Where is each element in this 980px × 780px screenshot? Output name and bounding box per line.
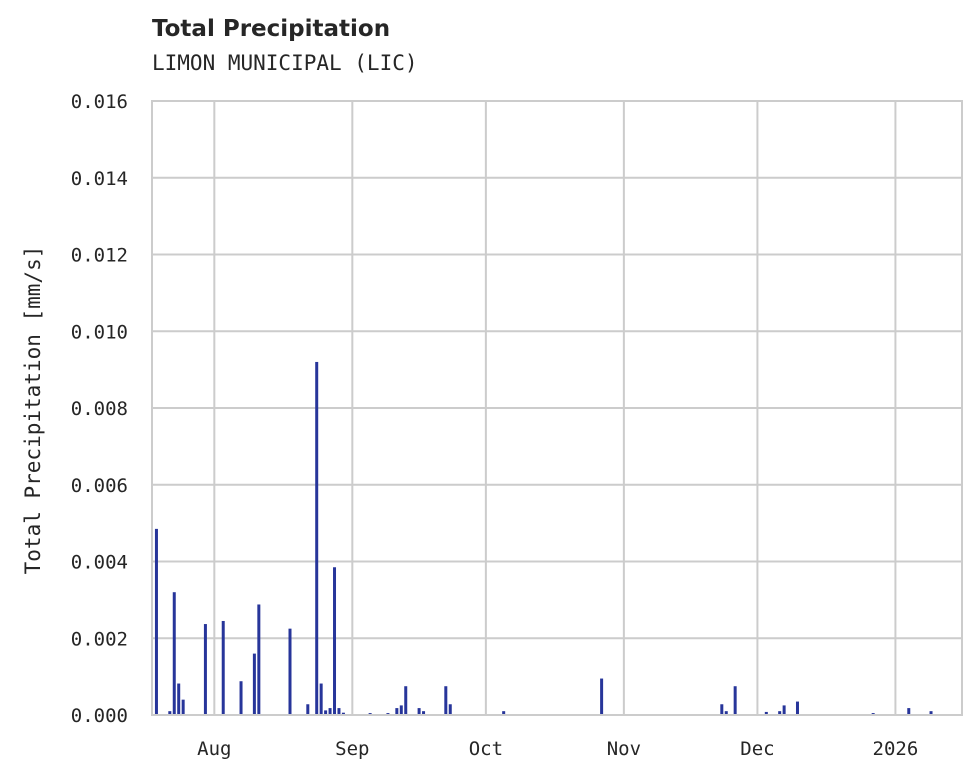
y-tick-label: 0.008 <box>71 398 128 420</box>
precip-bar <box>341 712 345 715</box>
x-tick-label: Aug <box>197 738 231 760</box>
plot-frame <box>151 100 963 716</box>
y-axis-label: Total Precipitation [mm/s] <box>21 246 45 575</box>
y-tick-label: 0.012 <box>71 245 128 267</box>
precip-bar <box>319 683 323 715</box>
precip-bar <box>502 711 506 715</box>
x-tick-label: Nov <box>607 738 641 760</box>
precip-bar <box>444 686 448 715</box>
precip-bar <box>172 592 176 715</box>
x-tick-label: 2026 <box>873 738 919 760</box>
x-tick-label: Dec <box>740 738 774 760</box>
precip-bar <box>324 710 328 715</box>
precip-bar <box>399 705 403 715</box>
chart-subtitle: LIMON MUNICIPAL (LIC) <box>152 51 418 75</box>
precip-bar <box>168 711 172 715</box>
precip-bar <box>181 699 185 715</box>
precip-bar <box>417 708 421 715</box>
x-tick-label: Sep <box>335 738 369 760</box>
precip-bar <box>782 705 786 715</box>
precip-bar <box>600 678 604 715</box>
precip-bar <box>929 711 933 715</box>
y-tick-label: 0.002 <box>71 628 128 650</box>
data-bars <box>154 361 933 715</box>
precip-bar <box>252 653 256 715</box>
precip-bar <box>404 686 408 715</box>
precip-bar <box>328 708 332 715</box>
precip-bar <box>154 528 158 715</box>
y-tick-label: 0.000 <box>71 705 128 727</box>
precip-bar <box>448 704 452 715</box>
precip-bar <box>337 708 341 715</box>
precip-bar <box>422 711 426 715</box>
precip-bar <box>177 683 181 715</box>
x-axis-ticks: Aug Sep Oct Nov Dec 2026 <box>197 738 918 760</box>
precip-bar <box>239 681 243 715</box>
precip-bar <box>724 711 728 715</box>
y-tick-label: 0.014 <box>71 168 128 190</box>
precip-bar <box>333 567 337 715</box>
precip-bar <box>395 708 399 715</box>
precip-bar <box>203 624 207 715</box>
y-tick-label: 0.004 <box>71 552 128 574</box>
precip-bar <box>306 704 310 715</box>
precip-bar <box>720 704 724 715</box>
chart-title: Total Precipitation <box>152 16 391 42</box>
precip-bar <box>733 686 737 715</box>
precip-bar <box>778 711 782 715</box>
grid-lines <box>152 100 962 716</box>
precip-bar <box>764 711 768 715</box>
precip-bar <box>795 701 799 715</box>
y-tick-label: 0.006 <box>71 475 128 497</box>
y-axis-ticks: 0.000 0.002 0.004 0.006 0.008 0.010 0.012 0.014… <box>71 91 128 727</box>
precip-bar <box>907 708 911 715</box>
precip-bar <box>257 604 261 715</box>
precip-bar <box>315 361 319 715</box>
y-tick-label: 0.010 <box>71 321 128 343</box>
x-tick-label: Oct <box>469 738 503 760</box>
precip-bar <box>288 628 292 715</box>
precip-bar <box>221 620 225 715</box>
y-tick-label: 0.016 <box>71 91 128 113</box>
